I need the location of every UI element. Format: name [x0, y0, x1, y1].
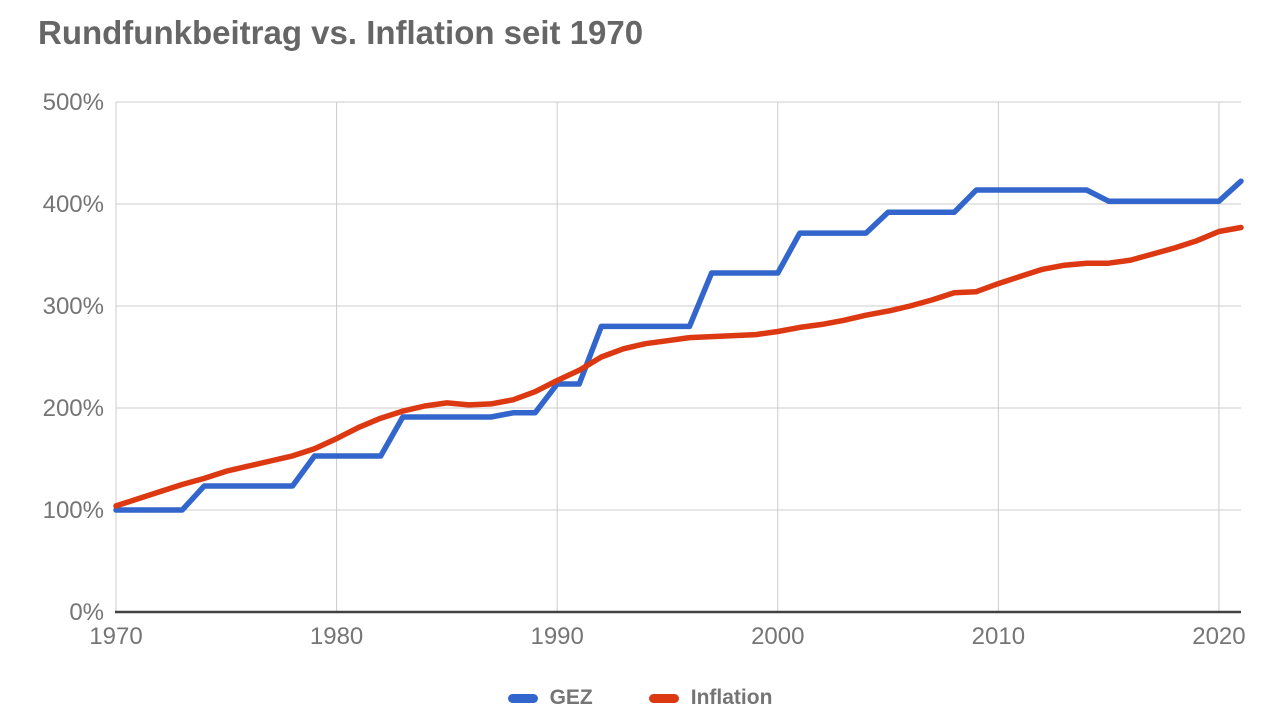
legend-label-inflation: Inflation: [690, 686, 773, 709]
legend: GEZ Inflation: [0, 686, 1280, 710]
x-tick-label: 2010: [972, 623, 1025, 650]
y-tick-label: 300%: [43, 293, 104, 320]
y-tick-label: 200%: [43, 395, 104, 422]
legend-item-inflation: Inflation: [648, 686, 773, 710]
x-tick-label: 2020: [1192, 623, 1245, 650]
gez-line: [113, 178, 1244, 513]
chart-title: Rundfunkbeitrag vs. Inflation seit 1970: [38, 14, 644, 51]
y-tick-label: 500%: [43, 89, 104, 116]
x-tick-label: 1990: [530, 623, 583, 650]
y-tick-label: 100%: [43, 497, 104, 524]
gridlines: [115, 101, 1241, 613]
y-tick-label: 400%: [43, 191, 104, 218]
x-tick-label: 1980: [310, 623, 363, 650]
legend-item-gez: GEZ: [507, 686, 593, 710]
gez-line-swatch-icon: [507, 693, 538, 703]
data-series: [113, 178, 1244, 513]
tick-labels: 0% 100% 200% 300% 400% 500% 1970 1980 1990 2000 20…: [43, 89, 1246, 650]
inflation-line: [113, 224, 1244, 509]
y-tick-label: 0%: [69, 599, 104, 626]
inflation-line-swatch-icon: [648, 693, 679, 703]
x-tick-label: 1970: [89, 623, 142, 650]
plot-area: 0% 100% 200% 300% 400% 500% 1970 1980 1990 2000 20…: [43, 89, 1246, 650]
legend-label-gez: GEZ: [549, 686, 593, 709]
x-tick-label: 2000: [751, 623, 804, 650]
